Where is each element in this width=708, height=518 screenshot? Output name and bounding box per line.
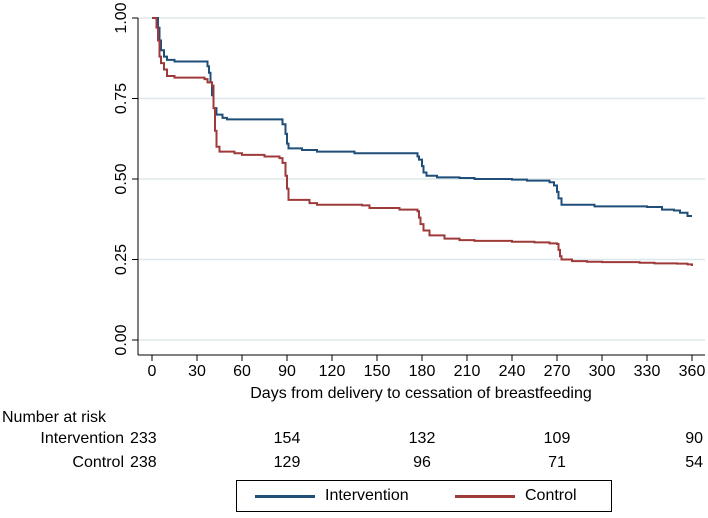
risk-row-label-intervention: Intervention [40, 430, 124, 447]
x-tick-label-4: 120 [319, 363, 346, 380]
legend-label-intervention: Intervention [325, 487, 409, 504]
x-tick-label-1: 30 [188, 363, 206, 380]
legend-label-control: Control [525, 487, 577, 504]
y-tick-label-2: 0.50 [113, 163, 130, 194]
risk-value-control-270: 71 [548, 454, 566, 471]
x-tick-label-2: 60 [233, 363, 251, 380]
legend-item-intervention: Intervention [255, 481, 409, 511]
legend-item-control: Control [455, 481, 577, 511]
risk-value-intervention-180: 132 [409, 430, 436, 447]
x-tick-label-5: 150 [364, 363, 391, 380]
y-tick-label-1: 0.25 [113, 244, 130, 275]
series-line-intervention [152, 17, 692, 218]
y-tick-label-3: 0.75 [113, 83, 130, 114]
x-tick-label-11: 330 [634, 363, 661, 380]
y-tick-label-0: 0.00 [113, 324, 130, 355]
y-tick-label-4: 1.00 [113, 2, 130, 33]
axes: 0.00 0.25 0.50 0.75 1.00 0 30 60 90 120 150 180 210 2… [113, 2, 705, 380]
x-tick-label-12: 360 [679, 363, 706, 380]
number-at-risk-table: Intervention 233 154 132 109 90 Control 238 129 9… [40, 430, 703, 471]
risk-row-label-control: Control [72, 454, 124, 471]
gridlines [138, 17, 705, 341]
risk-value-control-90: 129 [274, 454, 301, 471]
legend-swatch-intervention [255, 494, 315, 498]
x-tick-label-7: 210 [454, 363, 481, 380]
risk-value-intervention-90: 154 [274, 430, 301, 447]
risk-value-intervention-0: 233 [130, 430, 157, 447]
risk-value-intervention-270: 109 [544, 430, 571, 447]
legend-swatch-control [455, 494, 515, 498]
risk-value-control-360: 54 [685, 454, 703, 471]
x-tick-label-9: 270 [544, 363, 571, 380]
x-tick-label-8: 240 [499, 363, 526, 380]
x-axis-title: Days from delivery to cessation of breas… [250, 385, 592, 402]
series-lines [152, 17, 693, 266]
risk-value-intervention-360: 90 [685, 430, 703, 447]
risk-value-control-0: 238 [130, 454, 157, 471]
legend: Intervention Control [236, 480, 612, 512]
x-tick-label-10: 300 [589, 363, 616, 380]
x-tick-label-6: 180 [409, 363, 436, 380]
x-tick-label-3: 90 [278, 363, 296, 380]
x-tick-label-0: 0 [148, 363, 157, 380]
series-line-control [152, 17, 693, 266]
risk-value-control-180: 96 [413, 454, 431, 471]
risk-table-title: Number at risk [2, 409, 107, 426]
